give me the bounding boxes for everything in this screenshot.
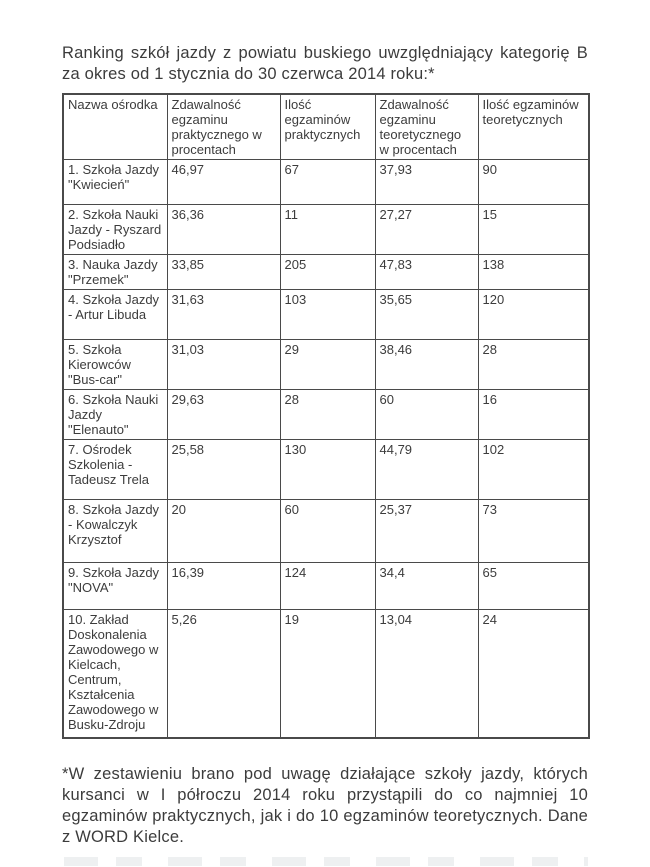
value-cell: 33,85: [166, 254, 281, 290]
value-cell: 13,04: [374, 609, 479, 738]
header-cell: Zdawalność egzaminu praktycznego w proce…: [166, 93, 281, 160]
header-cell: Ilość egzaminów praktycznych: [279, 93, 376, 160]
page-title: Ranking szkół jazdy z powiatu buskiego u…: [62, 44, 588, 83]
school-name-cell: 2. Szkoła Nauki Jazdy - Ryszard Podsiadł…: [62, 204, 168, 255]
value-cell: 29: [279, 339, 376, 390]
value-cell: 20: [166, 499, 281, 563]
table-row: 5. Szkoła Kierowców "Bus-car" 31,03 29 38,4…: [62, 339, 590, 390]
header-cell: Zdawalność egzaminu teoretycznego w proc…: [374, 93, 479, 160]
value-cell: 90: [477, 159, 590, 205]
school-name-cell: 7. Ośrodek Szkolenia - Tadeusz Trela: [62, 439, 168, 500]
value-cell: 103: [279, 289, 376, 340]
value-cell: 60: [279, 499, 376, 563]
school-name-cell: 10. Zakład Doskonalenia Zawodowego w Kie…: [62, 609, 168, 738]
value-cell: 37,93: [374, 159, 479, 205]
table-row: 2. Szkoła Nauki Jazdy - Ryszard Podsiadł…: [62, 204, 590, 255]
value-cell: 29,63: [166, 389, 281, 440]
table-header-row: Nazwa ośrodka Zdawalność egzaminu praktyc…: [62, 93, 590, 160]
value-cell: 60: [374, 389, 479, 440]
table-row: 6. Szkoła Nauki Jazdy "Elenauto" 29,63 28 6…: [62, 389, 590, 440]
value-cell: 65: [477, 562, 590, 610]
school-name-cell: 3. Nauka Jazdy "Przemek": [62, 254, 168, 290]
value-cell: 28: [477, 339, 590, 390]
value-cell: 102: [477, 439, 590, 500]
value-cell: 44,79: [374, 439, 479, 500]
table-row: 7. Ośrodek Szkolenia - Tadeusz Trela 25,5…: [62, 439, 590, 500]
value-cell: 120: [477, 289, 590, 340]
value-cell: 46,97: [166, 159, 281, 205]
footnote: *W zestawieniu brano pod uwagę działając…: [62, 764, 588, 846]
table-row: 8. Szkoła Jazdy - Kowalczyk Krzysztof 20 6…: [62, 499, 590, 563]
value-cell: 19: [279, 609, 376, 738]
ranking-table: Nazwa ośrodka Zdawalność egzaminu praktyc…: [62, 93, 590, 739]
value-cell: 5,26: [166, 609, 281, 738]
table-row: 10. Zakład Doskonalenia Zawodowego w Kie…: [62, 609, 590, 738]
value-cell: 27,27: [374, 204, 479, 255]
value-cell: 38,46: [374, 339, 479, 390]
document-page: Ranking szkół jazdy z powiatu buskiego u…: [62, 43, 590, 848]
value-cell: 11: [279, 204, 376, 255]
table-row: 9. Szkoła Jazdy "NOVA" 16,39 124 34,4 65: [62, 562, 590, 610]
school-name-cell: 6. Szkoła Nauki Jazdy "Elenauto": [62, 389, 168, 440]
value-cell: 47,83: [374, 254, 479, 290]
value-cell: 31,03: [166, 339, 281, 390]
school-name-cell: 4. Szkoła Jazdy - Artur Libuda: [62, 289, 168, 340]
table-row: 4. Szkoła Jazdy - Artur Libuda 31,63 103 35…: [62, 289, 590, 340]
cropped-bottom-artifact: [64, 857, 588, 866]
value-cell: 16,39: [166, 562, 281, 610]
value-cell: 31,63: [166, 289, 281, 340]
value-cell: 25,37: [374, 499, 479, 563]
value-cell: 34,4: [374, 562, 479, 610]
value-cell: 24: [477, 609, 590, 738]
value-cell: 73: [477, 499, 590, 563]
school-name-cell: 5. Szkoła Kierowców "Bus-car": [62, 339, 168, 390]
value-cell: 130: [279, 439, 376, 500]
header-cell: Nazwa ośrodka: [62, 93, 168, 160]
table-row: 3. Nauka Jazdy "Przemek" 33,85 205 47,83 138: [62, 254, 590, 290]
table-row: 1. Szkoła Jazdy "Kwiecień" 46,97 67 37,93 90: [62, 159, 590, 205]
school-name-cell: 8. Szkoła Jazdy - Kowalczyk Krzysztof: [62, 499, 168, 563]
value-cell: 15: [477, 204, 590, 255]
value-cell: 205: [279, 254, 376, 290]
header-cell: Ilość egzaminów teoretycznych: [477, 93, 590, 160]
value-cell: 67: [279, 159, 376, 205]
value-cell: 124: [279, 562, 376, 610]
value-cell: 35,65: [374, 289, 479, 340]
value-cell: 25,58: [166, 439, 281, 500]
value-cell: 138: [477, 254, 590, 290]
value-cell: 36,36: [166, 204, 281, 255]
value-cell: 28: [279, 389, 376, 440]
value-cell: 16: [477, 389, 590, 440]
school-name-cell: 9. Szkoła Jazdy "NOVA": [62, 562, 168, 610]
school-name-cell: 1. Szkoła Jazdy "Kwiecień": [62, 159, 168, 205]
